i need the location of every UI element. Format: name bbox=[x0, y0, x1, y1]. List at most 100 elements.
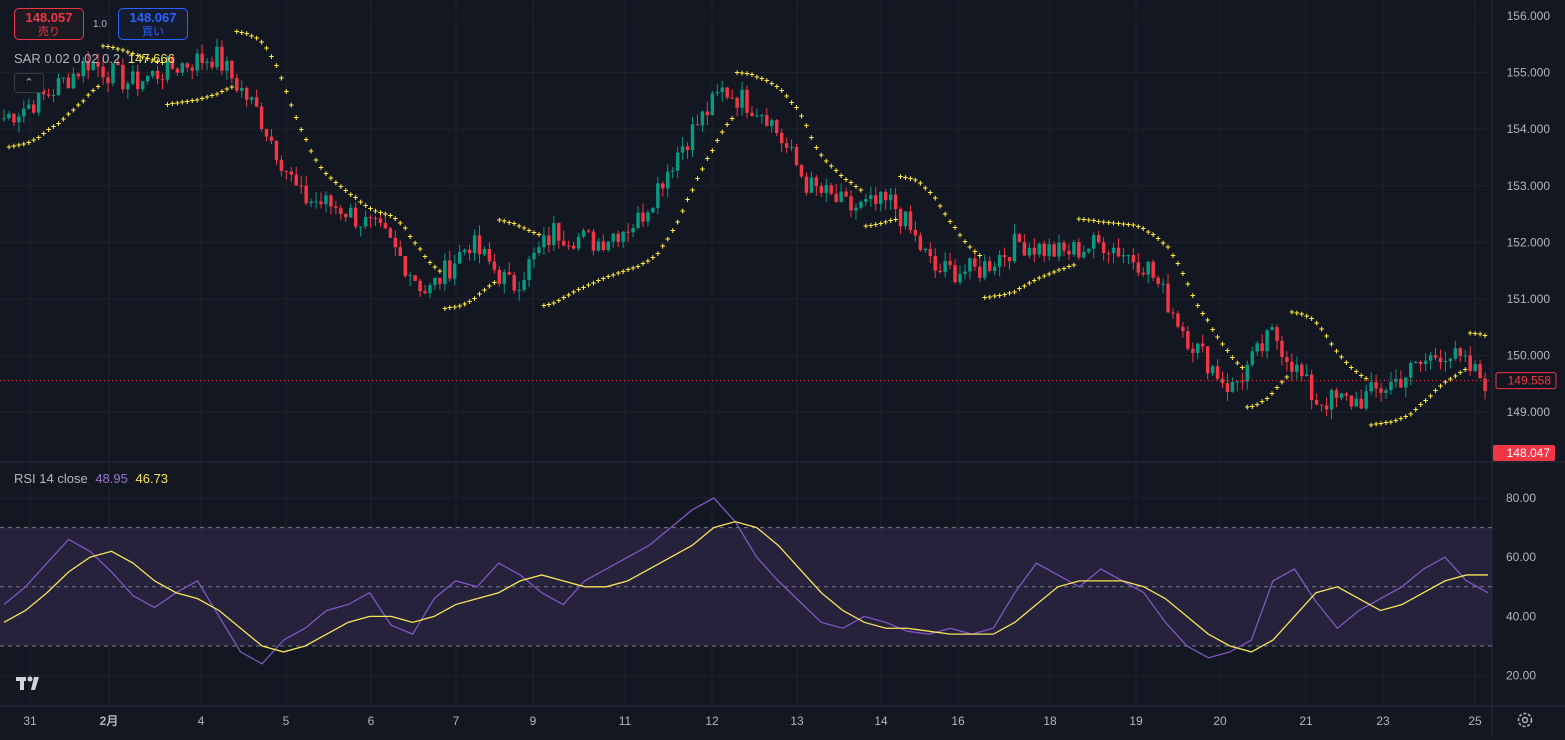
candle-body bbox=[1002, 255, 1007, 258]
sar-dot: + bbox=[1477, 329, 1482, 339]
candle-body bbox=[690, 124, 695, 150]
sar-dot: + bbox=[838, 170, 843, 180]
candle-body bbox=[923, 248, 928, 251]
sar-dot: + bbox=[1299, 309, 1304, 319]
time-axis-label: 4 bbox=[198, 714, 205, 728]
candle-body bbox=[413, 275, 417, 281]
candle-body bbox=[1121, 255, 1126, 257]
candle-body bbox=[200, 53, 204, 63]
candle-body bbox=[438, 277, 442, 284]
sar-dot: + bbox=[739, 68, 744, 78]
sar-dot: + bbox=[46, 125, 51, 135]
candle-body bbox=[1364, 391, 1368, 409]
rsi-axis-label: 20.00 bbox=[1506, 669, 1536, 683]
sar-dot: + bbox=[1468, 328, 1473, 338]
sar-dot: + bbox=[1081, 214, 1086, 224]
sar-dot: + bbox=[1071, 260, 1076, 270]
sar-dot: + bbox=[140, 52, 145, 62]
sar-dot: + bbox=[700, 164, 705, 174]
candle-body bbox=[824, 185, 828, 193]
time-axis-label: 19 bbox=[1129, 714, 1143, 728]
sar-dot: + bbox=[645, 256, 650, 266]
sar-dot: + bbox=[195, 95, 200, 105]
sar-dot: + bbox=[1294, 308, 1299, 318]
collapse-legend-button[interactable]: ⌃ bbox=[14, 73, 44, 93]
candle-body bbox=[953, 265, 957, 283]
sar-dot: + bbox=[61, 114, 66, 124]
sar-dot: + bbox=[1121, 219, 1126, 229]
rsi-axis-label: 80.00 bbox=[1506, 491, 1536, 505]
sar-dot: + bbox=[616, 268, 621, 278]
sar-dot: + bbox=[1364, 374, 1369, 384]
sar-dot: + bbox=[680, 206, 685, 216]
sar-dot: + bbox=[467, 296, 472, 306]
candle-body bbox=[844, 191, 848, 197]
sar-dot: + bbox=[284, 87, 289, 97]
candle-body bbox=[353, 207, 358, 227]
candle-body bbox=[334, 206, 338, 209]
chevron-up-icon: ⌃ bbox=[24, 77, 34, 89]
time-axis-label: 13 bbox=[790, 714, 804, 728]
time-axis-label: 16 bbox=[951, 714, 965, 728]
sar-dot: + bbox=[1245, 402, 1250, 412]
candle-body bbox=[453, 263, 457, 279]
sar-dot: + bbox=[313, 155, 318, 165]
candle-body bbox=[1037, 243, 1041, 255]
sar-dot: + bbox=[412, 238, 417, 248]
sar-dot: + bbox=[531, 228, 536, 238]
tradingview-logo-icon[interactable] bbox=[16, 674, 44, 697]
sar-dot: + bbox=[1086, 215, 1091, 225]
sar-dot: + bbox=[774, 81, 779, 91]
candle-body bbox=[264, 128, 269, 137]
sar-dot: + bbox=[1091, 216, 1096, 226]
price-axis-label: 154.000 bbox=[1507, 122, 1551, 136]
sar-dot: + bbox=[759, 74, 764, 84]
sar-dot: + bbox=[987, 292, 992, 302]
rsi-axis-label: 40.00 bbox=[1506, 609, 1536, 623]
candle-body bbox=[626, 231, 630, 233]
candle-body bbox=[854, 207, 858, 211]
candle-body bbox=[1007, 257, 1012, 262]
sar-legend[interactable]: SAR 0.02 0.02 0.2 147.666 bbox=[14, 51, 175, 66]
sar-dot: + bbox=[611, 270, 616, 280]
sar-dot: + bbox=[512, 218, 517, 228]
sar-dot: + bbox=[91, 85, 96, 95]
sar-dot: + bbox=[86, 90, 91, 100]
candle-body bbox=[898, 209, 903, 227]
sar-dot: + bbox=[938, 201, 943, 211]
candle-body bbox=[1012, 234, 1017, 262]
candle-body bbox=[809, 177, 814, 193]
sar-dot: + bbox=[972, 247, 977, 257]
candle-body bbox=[1136, 262, 1141, 273]
candle-body bbox=[631, 227, 635, 233]
candle-body bbox=[755, 115, 759, 117]
sar-dot: + bbox=[635, 261, 640, 271]
sar-dot: + bbox=[829, 161, 834, 171]
candle-body bbox=[1062, 242, 1066, 251]
sar-dot: + bbox=[586, 280, 591, 290]
sar-dot: + bbox=[165, 100, 170, 110]
candle-body bbox=[1399, 378, 1403, 388]
sar-dot: + bbox=[1146, 227, 1151, 237]
sar-dot: + bbox=[1155, 233, 1160, 243]
sell-button[interactable]: 148.057 売り bbox=[14, 8, 84, 40]
buy-button[interactable]: 148.067 買い bbox=[118, 8, 188, 40]
rsi-legend[interactable]: RSI 14 close 48.95 46.73 bbox=[14, 471, 168, 486]
current-price-label: 149.558 bbox=[1508, 374, 1552, 388]
candle-body bbox=[1309, 374, 1314, 400]
candle-body bbox=[938, 270, 942, 273]
gear-icon[interactable] bbox=[1516, 711, 1534, 729]
candle-body bbox=[1458, 348, 1463, 357]
candle-body bbox=[928, 248, 933, 257]
sar-dot: + bbox=[155, 56, 160, 66]
candle-body bbox=[299, 185, 303, 187]
sar-dot: + bbox=[1051, 267, 1056, 277]
candle-body bbox=[1359, 398, 1363, 409]
candle-body bbox=[240, 88, 244, 91]
candle-body bbox=[1027, 247, 1032, 256]
candle-body bbox=[393, 237, 398, 248]
sar-dot: + bbox=[1066, 262, 1071, 272]
candle-body bbox=[443, 260, 447, 284]
